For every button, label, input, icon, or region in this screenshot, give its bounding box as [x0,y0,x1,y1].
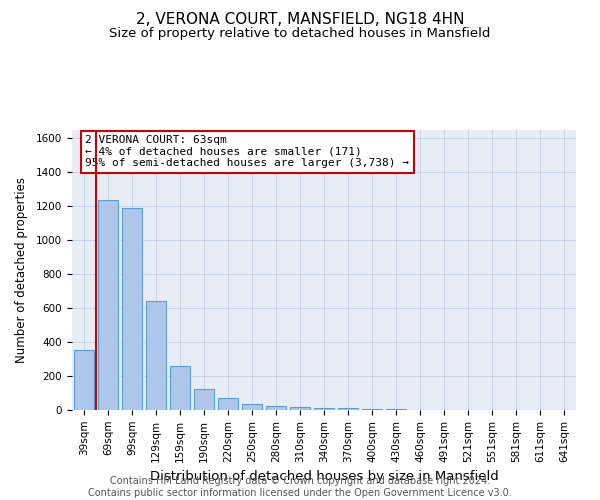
Bar [122,208,142,410]
Text: 2, VERONA COURT, MANSFIELD, NG18 4HN: 2, VERONA COURT, MANSFIELD, NG18 4HN [136,12,464,28]
Bar [170,366,190,410]
Text: 2 VERONA COURT: 63sqm
← 4% of detached houses are smaller (171)
95% of semi-deta: 2 VERONA COURT: 63sqm ← 4% of detached h… [85,135,409,168]
Bar [98,200,118,410]
Bar [194,389,214,410]
Bar [146,300,166,410]
X-axis label: Distribution of detached houses by size in Mansfield: Distribution of detached houses by size … [149,470,499,483]
Bar [386,409,406,410]
Bar [338,408,358,410]
Bar [266,406,286,410]
Bar [74,350,94,410]
Bar [290,407,310,410]
Text: Size of property relative to detached houses in Mansfield: Size of property relative to detached ho… [109,28,491,40]
Bar [314,408,334,410]
Y-axis label: Number of detached properties: Number of detached properties [14,177,28,363]
Bar [362,408,382,410]
Text: Contains HM Land Registry data © Crown copyright and database right 2024.
Contai: Contains HM Land Registry data © Crown c… [88,476,512,498]
Bar [242,404,262,410]
Bar [218,398,238,410]
